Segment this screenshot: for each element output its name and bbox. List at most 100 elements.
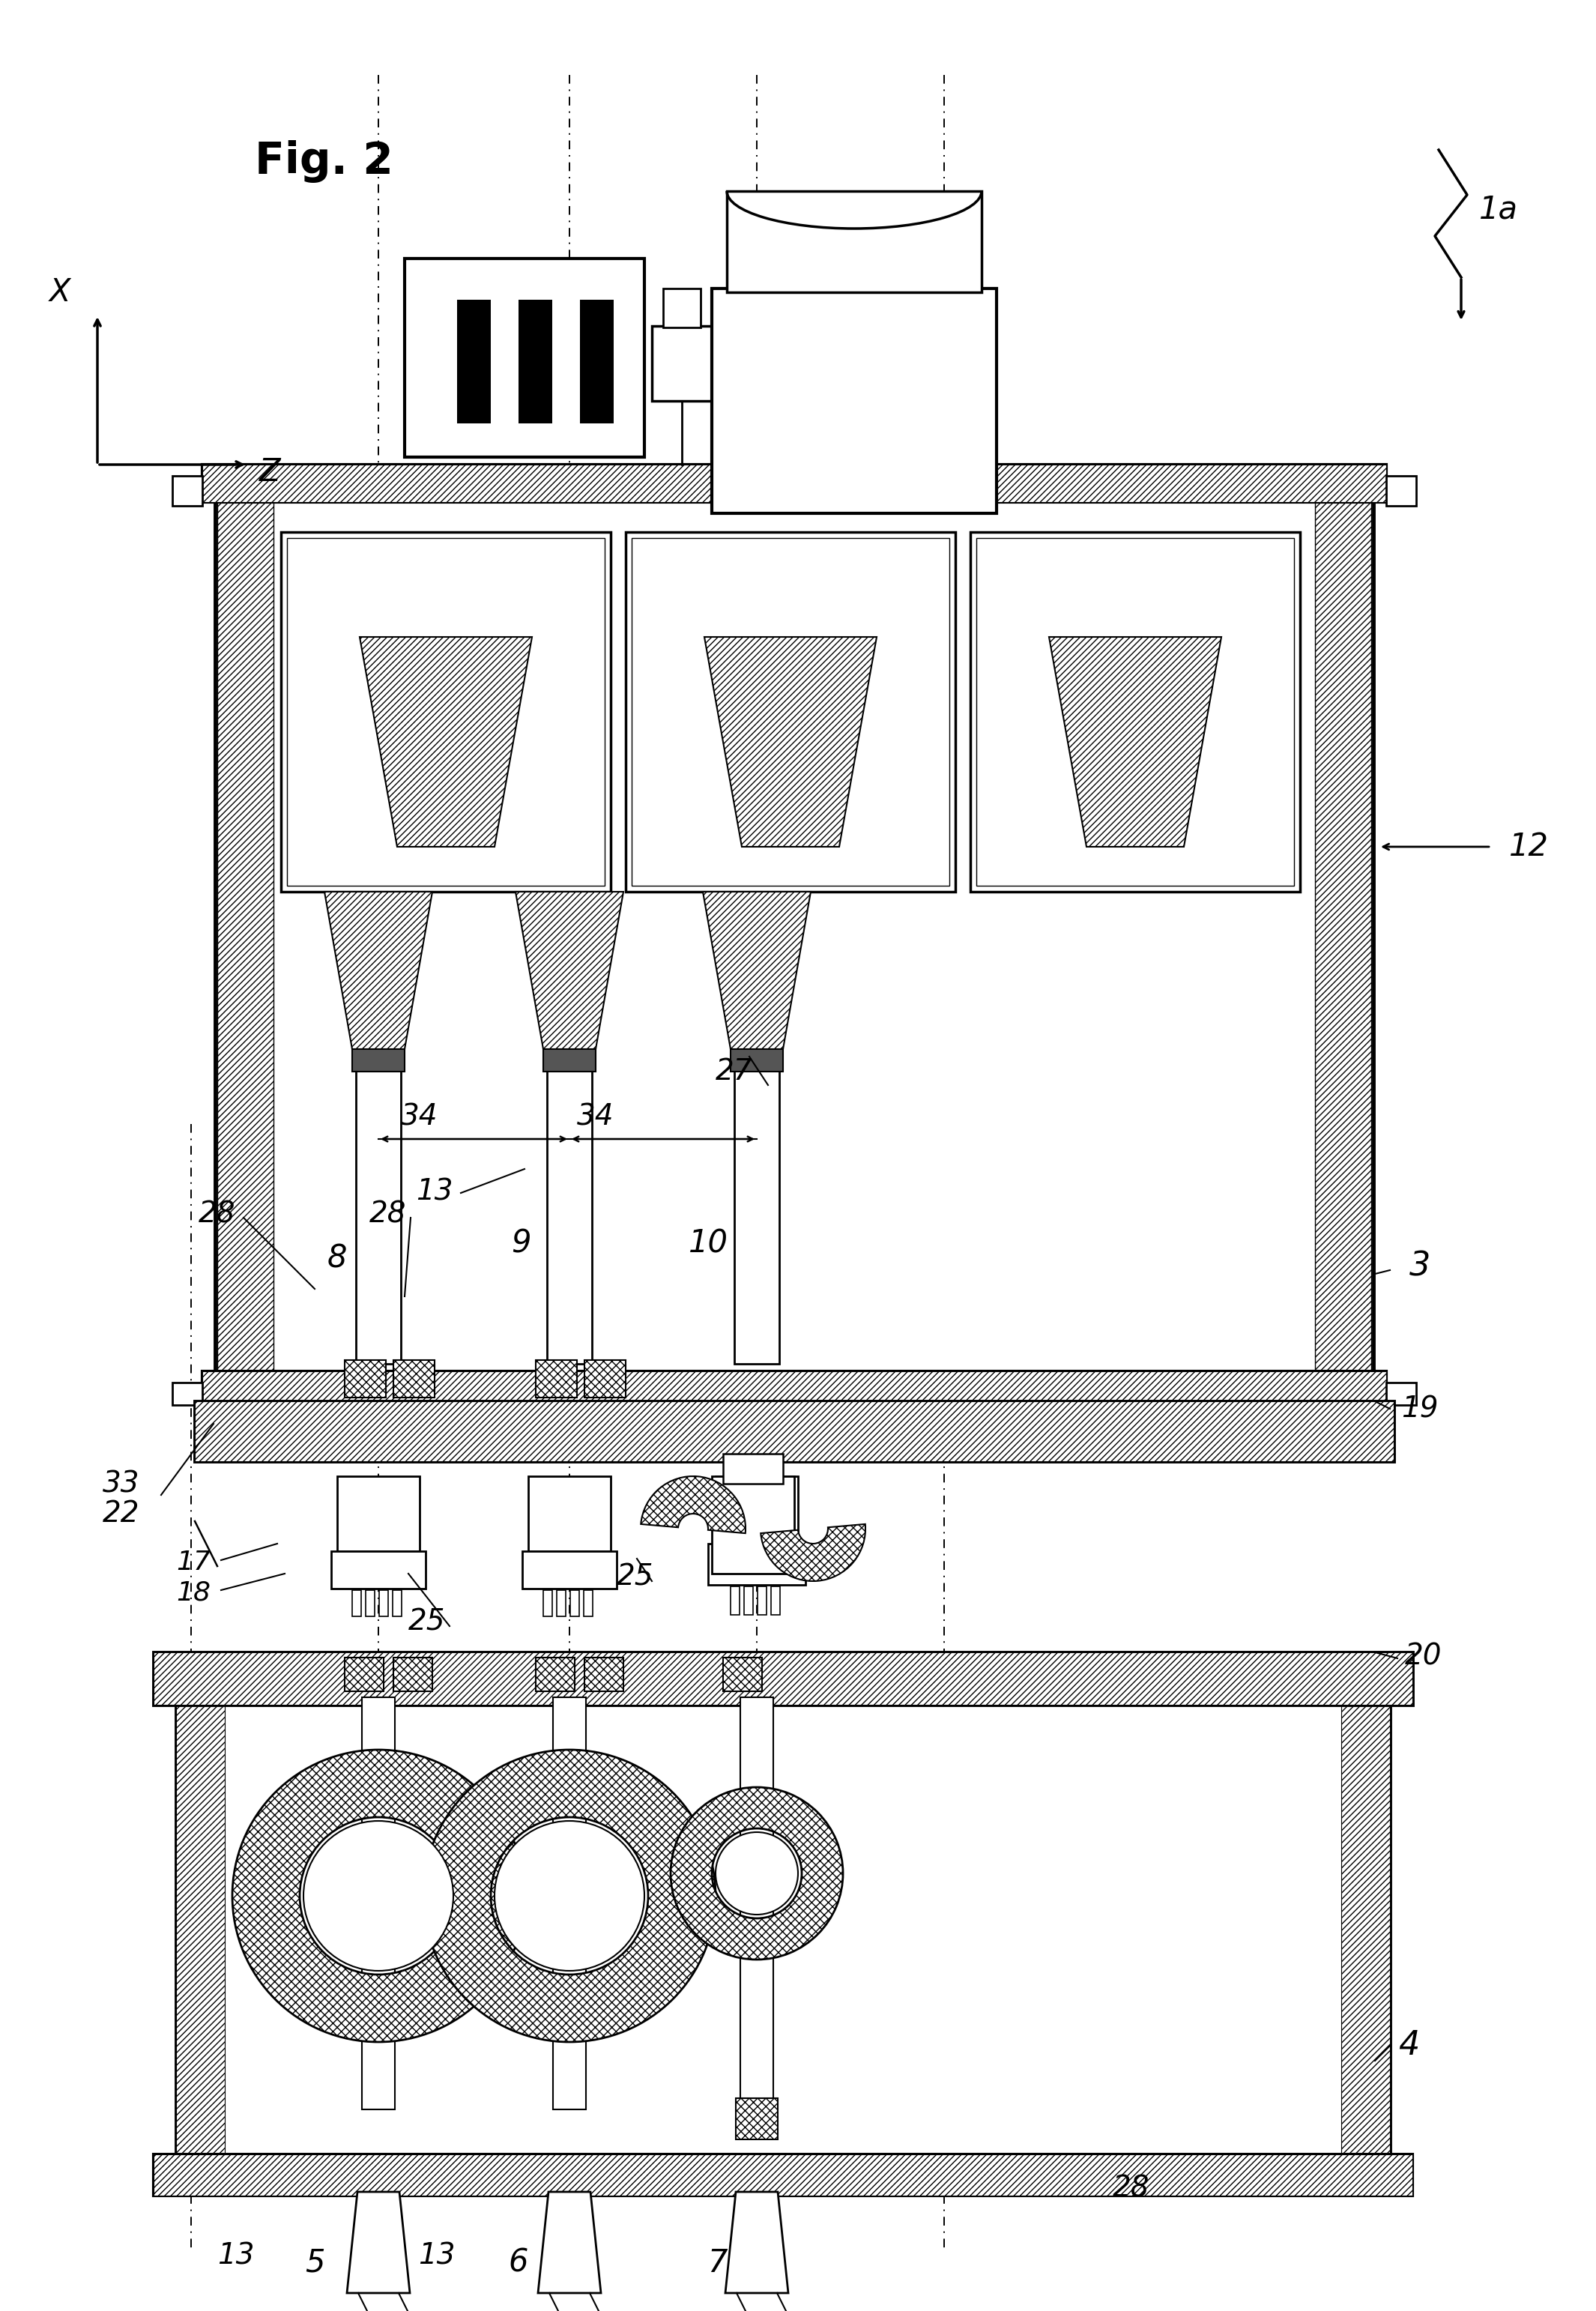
Polygon shape	[704, 638, 876, 846]
Polygon shape	[725, 2191, 788, 2293]
Polygon shape	[359, 638, 531, 846]
Text: 7: 7	[707, 2246, 728, 2279]
Bar	[172, 1382, 203, 1405]
Wedge shape	[233, 1749, 525, 2043]
Polygon shape	[176, 1703, 225, 2156]
Bar	[176, 1701, 1390, 2158]
Text: 34: 34	[401, 1102, 439, 1130]
Bar	[626, 532, 956, 892]
Circle shape	[495, 1821, 645, 1971]
Bar	[536, 1361, 578, 1398]
Bar	[543, 1756, 595, 1796]
Text: X: X	[49, 277, 70, 307]
Text: 28: 28	[370, 1199, 407, 1227]
Bar	[528, 1477, 611, 1551]
Bar	[712, 1477, 795, 1574]
Bar	[287, 538, 605, 885]
Bar	[771, 1585, 780, 1615]
Bar	[365, 1590, 375, 1615]
Bar	[744, 1585, 753, 1615]
Text: Z: Z	[259, 455, 281, 488]
Text: 8: 8	[327, 1243, 346, 1276]
Text: 13: 13	[418, 2242, 455, 2269]
Text: 10: 10	[688, 1227, 728, 1259]
Bar	[353, 1590, 361, 1615]
Bar	[215, 488, 1374, 1387]
Bar	[736, 2098, 777, 2140]
Bar	[1387, 476, 1416, 506]
Bar	[393, 1657, 433, 1692]
Text: 33: 33	[102, 1470, 140, 1498]
Polygon shape	[1315, 488, 1371, 1384]
Bar	[456, 300, 492, 423]
Circle shape	[303, 1821, 453, 1971]
Bar	[353, 1978, 405, 2015]
Polygon shape	[516, 892, 624, 1049]
Text: 5: 5	[305, 2246, 324, 2279]
Circle shape	[715, 1833, 798, 1914]
Text: 28: 28	[200, 1199, 236, 1227]
Bar	[1387, 1382, 1416, 1405]
Bar	[353, 1049, 405, 1072]
Bar	[195, 1400, 1393, 1461]
Bar	[203, 465, 1387, 501]
Text: 6: 6	[509, 2246, 528, 2279]
Wedge shape	[423, 1749, 715, 2043]
Bar	[353, 1756, 405, 1796]
Bar	[405, 259, 645, 458]
Polygon shape	[153, 2154, 1412, 2195]
Bar	[970, 532, 1301, 892]
Polygon shape	[153, 1652, 1412, 1706]
Bar	[203, 1370, 1387, 1400]
Text: 19: 19	[1401, 1394, 1438, 1424]
Text: 13: 13	[417, 1176, 453, 1206]
Bar	[709, 1544, 806, 1585]
Bar	[632, 538, 950, 885]
Bar	[731, 1585, 739, 1615]
Bar	[584, 1361, 626, 1398]
Bar	[734, 1049, 779, 1363]
Bar	[712, 289, 996, 513]
Bar	[522, 1551, 616, 1588]
Wedge shape	[761, 1525, 865, 1581]
Bar	[358, 1883, 399, 1907]
Bar	[731, 1049, 784, 1072]
Bar	[977, 538, 1294, 885]
Text: 12: 12	[1508, 832, 1548, 862]
Bar	[741, 1696, 774, 2110]
Bar	[362, 1696, 394, 2110]
Text: 34: 34	[578, 1102, 614, 1130]
Text: 28: 28	[1112, 2175, 1151, 2202]
Polygon shape	[324, 892, 433, 1049]
Polygon shape	[346, 2191, 410, 2293]
Text: 20: 20	[1404, 1641, 1443, 1671]
Bar	[536, 1657, 575, 1692]
Wedge shape	[642, 1477, 745, 1532]
Bar	[393, 1590, 402, 1615]
Bar	[337, 1477, 420, 1551]
Bar	[549, 1883, 591, 1907]
Text: 25: 25	[409, 1608, 445, 1636]
Bar	[547, 1049, 592, 1363]
Text: 3: 3	[1409, 1250, 1430, 1283]
Bar	[281, 532, 611, 892]
Bar	[543, 1049, 595, 1072]
Wedge shape	[670, 1786, 843, 1960]
Bar	[356, 1049, 401, 1363]
Polygon shape	[538, 2191, 602, 2293]
Bar	[552, 1696, 586, 2110]
Polygon shape	[1341, 1703, 1390, 2156]
Text: 27: 27	[715, 1058, 753, 1086]
Bar	[723, 1657, 761, 1692]
Bar	[345, 1657, 383, 1692]
Text: Fig. 2: Fig. 2	[255, 139, 393, 183]
Polygon shape	[195, 1400, 1393, 1461]
Bar	[332, 1551, 426, 1588]
Bar	[651, 326, 712, 400]
Polygon shape	[203, 1370, 1387, 1400]
Polygon shape	[203, 465, 1387, 501]
Text: 1a: 1a	[1479, 194, 1518, 226]
Text: 4: 4	[1398, 2029, 1419, 2061]
Bar	[519, 300, 552, 423]
Text: 17: 17	[176, 1551, 211, 1576]
